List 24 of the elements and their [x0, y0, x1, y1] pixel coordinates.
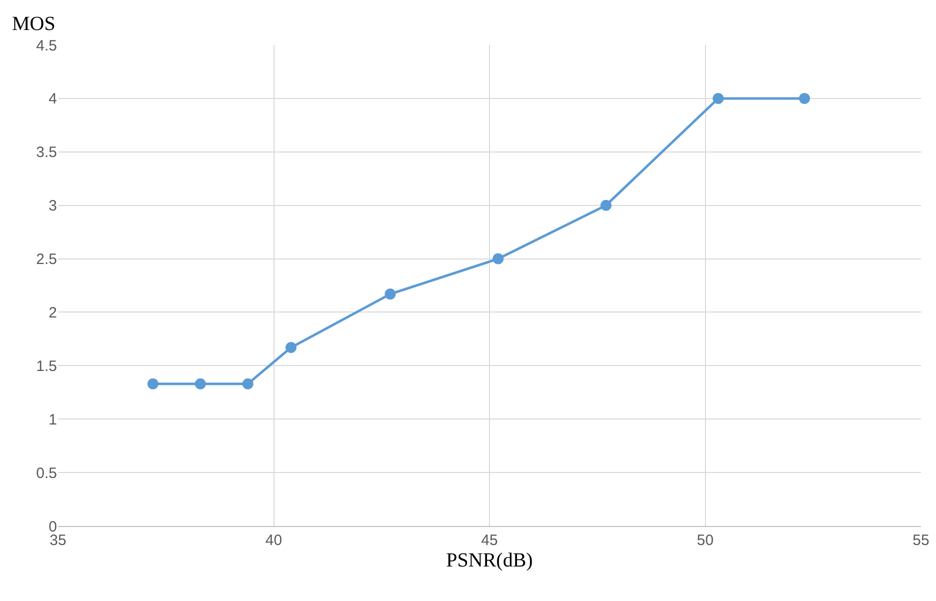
point — [384, 288, 396, 300]
point — [286, 342, 297, 353]
y-tick-label: 1.5 — [36, 358, 57, 375]
point — [194, 378, 206, 390]
point — [600, 200, 612, 211]
y-tick-label: 3 — [48, 198, 57, 215]
point — [242, 378, 254, 390]
y-tick-label: 0.5 — [36, 464, 57, 482]
y-axis-title: MOS — [12, 13, 56, 35]
y-tick-label: 4 — [48, 90, 57, 108]
y-tick-label: 2.5 — [36, 251, 57, 268]
y-tick-label: 1 — [48, 411, 57, 428]
point — [492, 253, 504, 264]
x-tick-label: 45 — [481, 532, 498, 549]
x-tick-label: 40 — [265, 532, 282, 549]
x-tick-label: 55 — [912, 532, 930, 549]
x-axis-title: PSNR(dB) — [446, 550, 533, 572]
point — [712, 92, 724, 104]
x-tick-label: 50 — [696, 532, 714, 549]
y-tick-label: 2 — [48, 304, 57, 322]
point — [147, 378, 158, 390]
y-tick-label: 3.5 — [36, 144, 57, 162]
point — [798, 92, 810, 104]
y-tick-label: 4.5 — [36, 37, 57, 54]
